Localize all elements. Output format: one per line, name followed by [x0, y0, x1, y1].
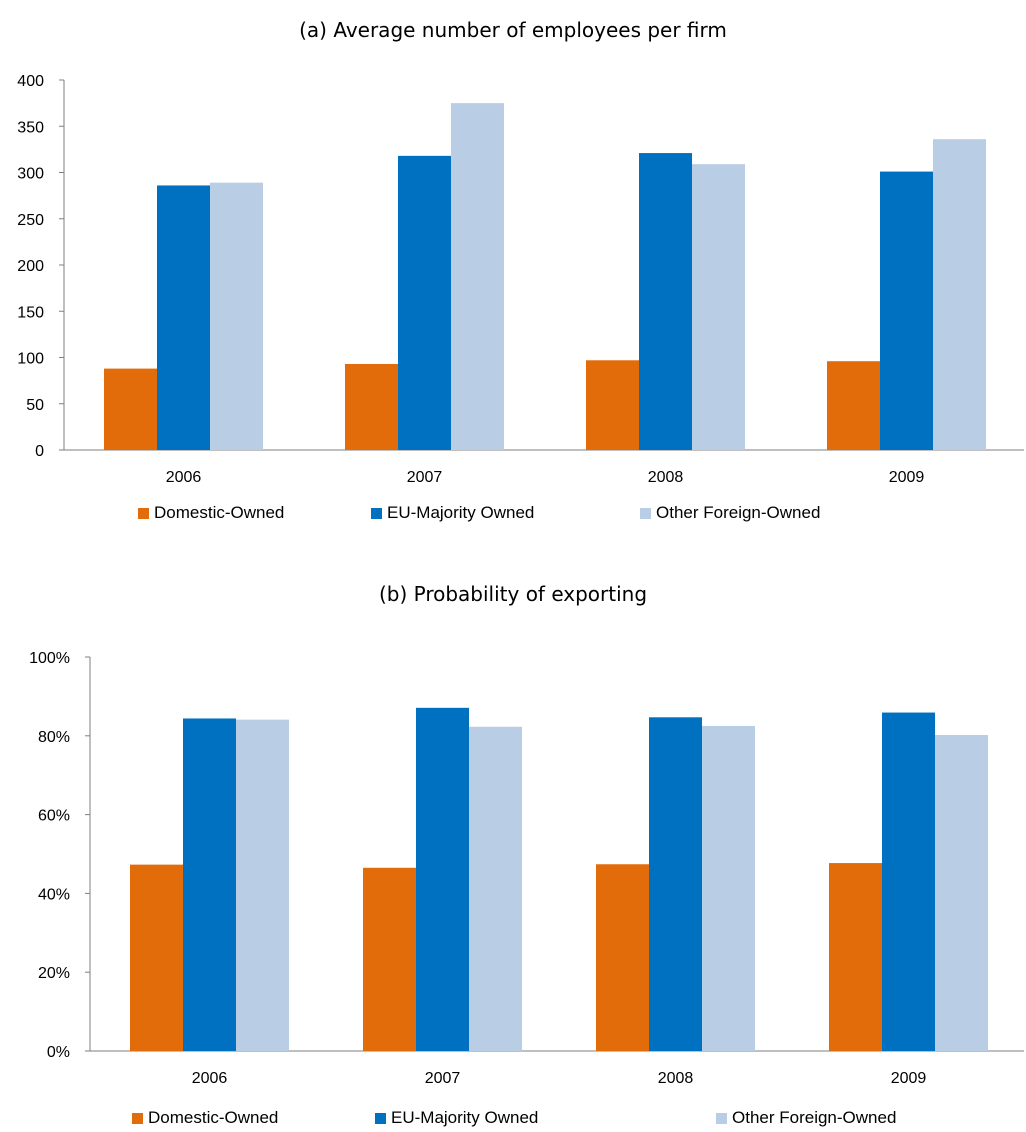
x-tick-label: 2009: [889, 469, 925, 486]
bar-domestic-owned-2009: [827, 361, 880, 450]
bar-other-foreign-owned-2007: [451, 103, 504, 450]
legend-label: EU-Majority Owned: [387, 503, 535, 522]
y-tick-label: 100%: [29, 650, 70, 667]
y-tick-label: 80%: [38, 729, 70, 746]
bar-eu-majority-owned-2009: [882, 712, 935, 1051]
x-tick-label: 2008: [648, 469, 684, 486]
bar-domestic-owned-2008: [586, 360, 639, 450]
bar-eu-majority-owned-2006: [183, 718, 236, 1051]
chart-exporting: (b) Probability of exporting 0% 20% 40% 60%…: [0, 565, 1026, 1127]
plot-area: 0% 20% 40% 60% 80% 100% 2006 2007 2008 2009: [29, 650, 1024, 1087]
legend-swatch: [716, 1112, 727, 1124]
y-tick-label: 200: [17, 258, 44, 275]
legend-item: Domestic-Owned: [132, 1108, 278, 1128]
x-tick-label: 2007: [425, 1070, 461, 1087]
y-tick-label: 0: [35, 443, 44, 460]
x-tick-label: 2006: [166, 469, 202, 486]
bar-domestic-owned-2009: [829, 863, 882, 1051]
y-tick-label: 350: [17, 119, 44, 136]
bar-domestic-owned-2007: [363, 867, 416, 1051]
x-tick-label: 2006: [192, 1070, 228, 1087]
legend-label: EU-Majority Owned: [391, 1108, 539, 1127]
bar-eu-majority-owned-2009: [880, 171, 933, 450]
bar-other-foreign-owned-2008: [692, 164, 745, 451]
plot-area: 0 50 100 150 200 250 300 350 400 2006 2007 2008 2009: [17, 73, 1024, 486]
legend: Domestic-Owned EU-Majority Owned Other For…: [0, 1108, 1026, 1132]
y-tick-label: 300: [17, 166, 44, 183]
legend-label: Other Foreign-Owned: [732, 1108, 897, 1127]
x-tick-label: 2007: [407, 469, 443, 486]
x-tick-label: 2009: [891, 1070, 927, 1087]
chart-title: (b) Probability of exporting: [378, 582, 648, 606]
bar-eu-majority-owned-2008: [639, 153, 692, 450]
y-tick-label: 150: [17, 304, 44, 321]
legend-label: Domestic-Owned: [154, 503, 285, 522]
legend-item: Other Foreign-Owned: [640, 503, 820, 523]
y-tick-label: 100: [17, 351, 44, 368]
bar-domestic-owned-2006: [104, 368, 157, 450]
chart-employees: (a) Average number of employees per firm…: [0, 0, 1026, 545]
bar-other-foreign-owned-2006: [210, 182, 263, 451]
bar-eu-majority-owned-2008: [649, 717, 702, 1051]
bar-domestic-owned-2006: [130, 864, 183, 1051]
legend-swatch: [371, 507, 382, 519]
y-tick-label: 50: [26, 397, 44, 414]
bar-eu-majority-owned-2006: [157, 185, 210, 450]
chart-title: (a) Average number of employees per firm: [299, 18, 727, 42]
legend-swatch: [138, 507, 149, 519]
y-tick-label: 400: [17, 73, 44, 90]
y-tick-label: 60%: [38, 808, 70, 825]
y-tick-label: 20%: [38, 965, 70, 982]
y-tick-label: 250: [17, 212, 44, 229]
bar-other-foreign-owned-2007: [469, 726, 522, 1051]
legend: Domestic-Owned EU-Majority Owned Other For…: [0, 503, 1026, 527]
legend-label: Domestic-Owned: [148, 1108, 279, 1127]
legend-swatch: [375, 1112, 386, 1124]
legend-item: EU-Majority Owned: [371, 503, 534, 523]
y-tick-label: 40%: [38, 886, 70, 903]
legend-label: Other Foreign-Owned: [656, 503, 821, 522]
bar-other-foreign-owned-2008: [702, 725, 755, 1051]
bar-other-foreign-owned-2009: [935, 735, 988, 1051]
y-tick-label: 0%: [47, 1044, 70, 1061]
legend-item: EU-Majority Owned: [375, 1108, 538, 1128]
legend-item: Domestic-Owned: [138, 503, 284, 523]
legend-swatch: [640, 507, 651, 519]
legend-swatch: [132, 1112, 143, 1124]
x-tick-label: 2008: [658, 1070, 694, 1087]
bar-domestic-owned-2008: [596, 864, 649, 1051]
bar-other-foreign-owned-2009: [933, 139, 986, 450]
bar-eu-majority-owned-2007: [398, 155, 451, 450]
legend-item: Other Foreign-Owned: [716, 1108, 896, 1128]
bar-eu-majority-owned-2007: [416, 707, 469, 1051]
bar-domestic-owned-2007: [345, 363, 398, 450]
bar-other-foreign-owned-2006: [236, 719, 289, 1051]
